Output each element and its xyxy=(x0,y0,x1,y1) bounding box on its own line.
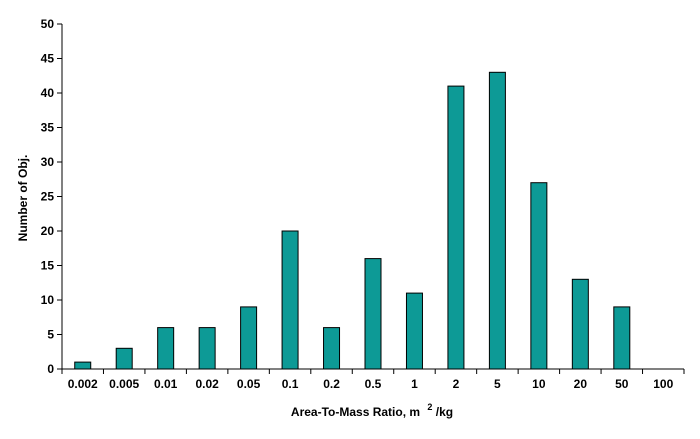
y-ticks-group: 0 5 10 15 20 25 30 35 40 45 50 xyxy=(41,17,62,376)
x-tick-label: 0.01 xyxy=(154,377,178,391)
y-tick-label: 5 xyxy=(47,328,54,342)
x-axis-title-main: Area-To-Mass Ratio, m xyxy=(291,405,420,419)
x-tick-label: 0.1 xyxy=(282,377,299,391)
bar-20 xyxy=(571,278,589,370)
x-axis-title-superscript: 2 xyxy=(427,402,432,412)
y-tick-label: 45 xyxy=(41,52,55,66)
y-axis-title: Number of Obj. xyxy=(16,155,30,242)
bar-0.05 xyxy=(240,306,258,370)
bar-10 xyxy=(530,182,548,370)
y-tick-label: 30 xyxy=(41,155,55,169)
bar-5 xyxy=(488,71,506,370)
bar-0.01 xyxy=(157,327,175,370)
y-tick-label: 20 xyxy=(41,224,55,238)
x-tick-label: 50 xyxy=(615,377,629,391)
bar-50 xyxy=(613,306,631,370)
x-ticks-group: 0.002 0.005 0.01 0.02 0.05 0.1 0.2 0.5 1 2 5 10 20 50… xyxy=(61,369,685,391)
x-tick-label: 10 xyxy=(532,377,546,391)
y-tick-label: 15 xyxy=(41,259,55,273)
bar-0.2 xyxy=(323,327,341,370)
x-tick-label: 5 xyxy=(494,377,501,391)
x-tick-label: 20 xyxy=(574,377,588,391)
y-tick-label: 35 xyxy=(41,121,55,135)
y-tick-label: 0 xyxy=(47,362,54,376)
bar-2 xyxy=(447,85,465,370)
x-axis-title: Area-To-Mass Ratio, m 2 /kg xyxy=(291,399,453,419)
bar-0.5 xyxy=(364,258,382,370)
bars-group xyxy=(74,71,631,370)
bar-0.005 xyxy=(115,347,133,370)
x-tick-label: 0.005 xyxy=(109,377,139,391)
x-axis-title-unit: /kg xyxy=(436,405,453,419)
x-tick-label: 2 xyxy=(453,377,460,391)
x-tick-label: 0.5 xyxy=(365,377,382,391)
x-tick-label: 100 xyxy=(653,377,673,391)
bar-0.02 xyxy=(198,327,216,370)
bar-0.1 xyxy=(281,230,299,370)
x-tick-label: 0.2 xyxy=(323,377,340,391)
y-tick-label: 50 xyxy=(41,17,55,31)
y-tick-label: 25 xyxy=(41,190,55,204)
y-tick-label: 10 xyxy=(41,293,55,307)
x-tick-label: 0.02 xyxy=(195,377,219,391)
x-tick-label: 0.05 xyxy=(237,377,261,391)
bar-1 xyxy=(405,292,423,370)
y-tick-label: 40 xyxy=(41,86,55,100)
x-tick-label: 1 xyxy=(411,377,418,391)
x-tick-label: 0.002 xyxy=(68,377,98,391)
bar-0.002 xyxy=(74,361,92,370)
